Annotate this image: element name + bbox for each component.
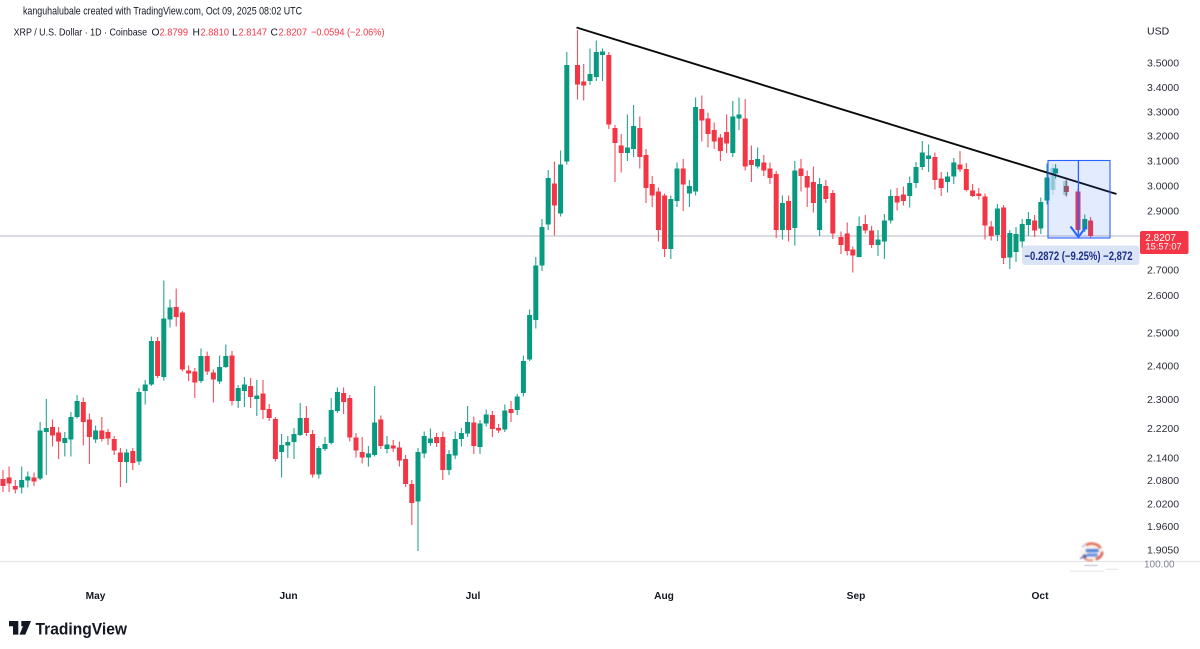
- svg-text:2.8147: 2.8147: [239, 27, 268, 38]
- svg-text:3.5000: 3.5000: [1147, 58, 1179, 70]
- svg-text:2.7000: 2.7000: [1147, 265, 1179, 277]
- svg-text:C: C: [271, 27, 279, 38]
- svg-text:L: L: [232, 27, 238, 38]
- svg-text:2.8207: 2.8207: [1145, 233, 1176, 244]
- svg-text:−0.2872 (−9.25%) −2,872: −0.2872 (−9.25%) −2,872: [1025, 249, 1133, 263]
- svg-text:May: May: [86, 591, 106, 602]
- svg-text:Aug: Aug: [654, 591, 674, 602]
- svg-text:Sep: Sep: [847, 591, 866, 602]
- svg-text:2.3000: 2.3000: [1147, 394, 1179, 406]
- svg-text:2.5000: 2.5000: [1147, 328, 1179, 340]
- svg-text:2.0800: 2.0800: [1147, 475, 1179, 487]
- svg-text:Jul: Jul: [466, 591, 481, 602]
- svg-text:15:57:07: 15:57:07: [1146, 241, 1182, 251]
- svg-text:kanguhalubale created with Tra: kanguhalubale created with TradingView.c…: [23, 5, 302, 17]
- svg-text:2.6000: 2.6000: [1147, 290, 1179, 302]
- svg-text:2.4000: 2.4000: [1147, 361, 1179, 373]
- svg-text:2.8810: 2.8810: [201, 27, 230, 38]
- svg-text:2.8207: 2.8207: [279, 27, 308, 38]
- svg-text:1.9050: 1.9050: [1147, 545, 1179, 557]
- svg-text:2.1400: 2.1400: [1147, 453, 1179, 465]
- svg-text:Jun: Jun: [279, 591, 297, 602]
- svg-text:3.2000: 3.2000: [1147, 131, 1179, 143]
- svg-text:2.9000: 2.9000: [1147, 206, 1179, 218]
- svg-text:100.00: 100.00: [1144, 560, 1175, 571]
- svg-text:TradingView: TradingView: [36, 620, 128, 639]
- svg-text:3.0000: 3.0000: [1147, 181, 1179, 193]
- svg-text:−0.0594 (−2.06%): −0.0594 (−2.06%): [311, 27, 385, 38]
- svg-text:3.3000: 3.3000: [1147, 107, 1179, 119]
- svg-text:2.0200: 2.0200: [1147, 499, 1179, 511]
- svg-text:3.4000: 3.4000: [1147, 82, 1179, 94]
- svg-text:2.8799: 2.8799: [160, 27, 189, 38]
- svg-text:XRP / U.S. Dollar · 1D · Coinb: XRP / U.S. Dollar · 1D · Coinbase: [14, 27, 148, 38]
- svg-text:1.9600: 1.9600: [1147, 521, 1179, 533]
- svg-text:H: H: [193, 27, 200, 38]
- svg-text:2.2200: 2.2200: [1147, 423, 1179, 435]
- svg-text:Oct: Oct: [1032, 591, 1050, 602]
- svg-text:3.1000: 3.1000: [1147, 156, 1179, 168]
- svg-text:USD: USD: [1147, 26, 1170, 38]
- svg-text:O: O: [152, 27, 160, 38]
